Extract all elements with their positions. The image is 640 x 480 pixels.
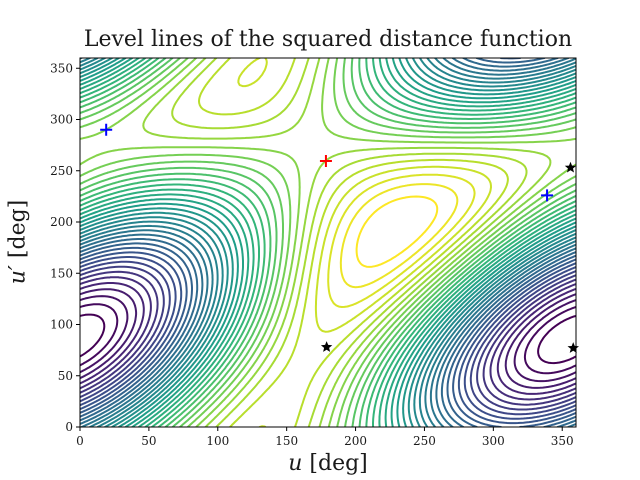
contour-level bbox=[80, 58, 576, 427]
contour-level bbox=[327, 173, 476, 308]
axes-frame bbox=[79, 57, 577, 428]
contour-level bbox=[80, 260, 576, 416]
contour-level bbox=[80, 270, 576, 406]
x-axis-label: u [deg] bbox=[288, 451, 368, 476]
contour-level bbox=[355, 195, 439, 268]
x-tick-label: 100 bbox=[206, 434, 229, 448]
contour-level bbox=[80, 282, 576, 395]
contour-level bbox=[80, 276, 576, 401]
local-minimum-2-plus-marker bbox=[541, 189, 554, 202]
saddle-3-star-marker bbox=[567, 342, 579, 353]
markers bbox=[100, 123, 579, 353]
contour-level bbox=[339, 183, 459, 289]
x-tick-label: 300 bbox=[482, 434, 505, 448]
y-tick-label: 100 bbox=[50, 318, 73, 332]
y-tick-label: 150 bbox=[50, 266, 73, 280]
y-tick-label: 200 bbox=[50, 215, 73, 229]
y-tick-label: 350 bbox=[50, 61, 73, 75]
x-tick-label: 350 bbox=[551, 434, 574, 448]
saddle-2-star-marker bbox=[564, 161, 577, 173]
contour-level bbox=[171, 58, 528, 427]
contour-level bbox=[80, 58, 576, 427]
contour-level bbox=[80, 58, 576, 427]
contour-level bbox=[142, 58, 552, 427]
axis-ticks: 0 50 100 150 200 250 300 350 0 50 100 150 200 250 300 3… bbox=[50, 61, 574, 448]
x-tick-label: 150 bbox=[275, 434, 298, 448]
y-tick-label: 0 bbox=[65, 420, 73, 434]
contour-level bbox=[80, 58, 576, 427]
y-tick-label: 50 bbox=[58, 369, 73, 383]
contour-level bbox=[80, 58, 576, 427]
contour-level bbox=[80, 58, 576, 427]
x-tick-label: 250 bbox=[413, 434, 436, 448]
local-minimum-1-plus-marker bbox=[100, 123, 113, 136]
x-tick-label: 200 bbox=[344, 434, 367, 448]
global-maximum-plus-marker bbox=[319, 155, 332, 168]
contour-lines bbox=[80, 58, 576, 427]
chart-title: Level lines of the squared distance func… bbox=[83, 27, 573, 52]
contour-level bbox=[80, 295, 576, 383]
contour-level bbox=[80, 251, 576, 425]
x-tick-label: 0 bbox=[76, 434, 84, 448]
contour-level bbox=[198, 58, 509, 427]
contour-level bbox=[80, 288, 576, 389]
contour-level bbox=[80, 58, 576, 427]
x-tick-label: 50 bbox=[141, 434, 156, 448]
saddle-1-star-marker bbox=[320, 341, 333, 352]
contour-level bbox=[80, 58, 576, 427]
contour-level bbox=[80, 58, 576, 427]
contour-level bbox=[80, 58, 576, 427]
y-tick-label: 250 bbox=[50, 164, 73, 178]
contour-level bbox=[80, 58, 576, 427]
contour-level bbox=[80, 58, 576, 427]
y-tick-label: 300 bbox=[50, 113, 73, 127]
contour-level bbox=[80, 313, 576, 365]
contour-level bbox=[80, 256, 576, 420]
y-axis-label: u′ [deg] bbox=[5, 199, 31, 285]
